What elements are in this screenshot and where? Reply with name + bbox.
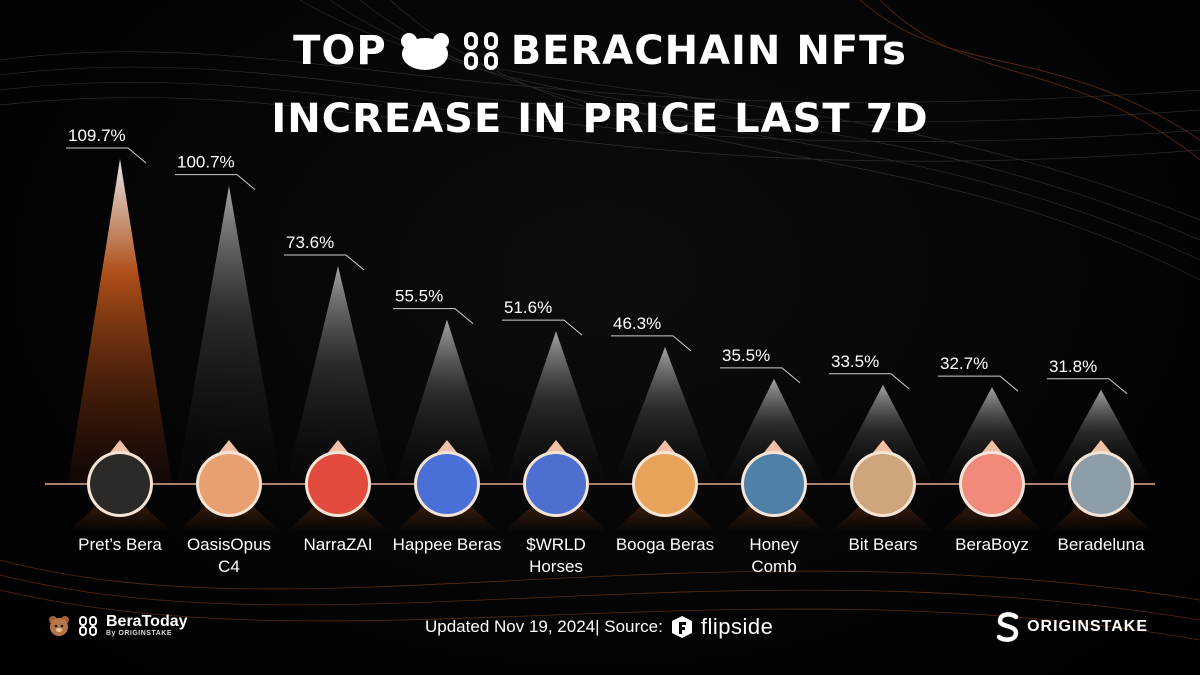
- bear-icon: [400, 33, 449, 70]
- avatar-2: [199, 454, 259, 514]
- category-label-2: OasisOpus C4: [169, 534, 289, 578]
- value-label-8: 33.5%: [831, 352, 879, 371]
- category-label-line: Pret’s Bera: [78, 535, 162, 554]
- bar-10: [1049, 389, 1153, 484]
- value-leader-3: [284, 254, 365, 271]
- category-label-line: OasisOpus: [186, 535, 272, 554]
- bar-7: [722, 378, 826, 484]
- value-leader-10: [1047, 378, 1128, 395]
- beratoday-logo: BeraToday By ORIGINSTAKE: [48, 614, 188, 637]
- source-name: flipside: [700, 614, 774, 639]
- page-subtitle: INCREASE IN PRICE LAST 7D: [271, 96, 929, 142]
- category-label-line: Horses: [529, 557, 583, 576]
- value-leader-4: [393, 308, 474, 324]
- category-label-line: BeraBoyz: [955, 535, 1029, 554]
- brand-name: BeraToday: [106, 613, 188, 630]
- avatar-5: [526, 454, 586, 514]
- value-label-7: 35.5%: [722, 346, 770, 365]
- title-suffix: BERACHAIN NFTs: [510, 28, 907, 74]
- originstake-s-icon: [996, 612, 1019, 642]
- bar-3: [286, 265, 390, 484]
- category-label-8: Bit Bears: [823, 534, 943, 556]
- value-label-9: 32.7%: [940, 354, 988, 373]
- value-label-5: 51.6%: [504, 298, 552, 317]
- source-note: Updated Nov 19, 2024| Source: flipside: [425, 614, 773, 640]
- category-label-line: C4: [218, 557, 240, 576]
- bar-8: [831, 384, 935, 484]
- value-leader-2: [175, 174, 256, 191]
- avatar-1: [90, 454, 150, 514]
- value-leader-1: [66, 147, 147, 164]
- value-label-6: 46.3%: [613, 314, 661, 333]
- title-prefix: TOP: [293, 28, 387, 74]
- value-label-4: 55.5%: [395, 287, 443, 306]
- value-leader-6: [611, 335, 692, 352]
- avatar-3: [308, 454, 368, 514]
- category-label-line: Comb: [751, 557, 797, 576]
- category-label-line: Bit Bears: [848, 535, 918, 554]
- category-label-line: Happee Beras: [392, 535, 502, 554]
- category-label-line: Honey: [749, 535, 799, 554]
- flipside-logo-icon: [671, 616, 692, 638]
- chain-link-icon: [79, 615, 97, 636]
- avatar-10: [1071, 454, 1131, 514]
- bar-1: [68, 159, 172, 484]
- value-leader-8: [829, 373, 910, 390]
- value-label-1: 109.7%: [68, 126, 126, 145]
- value-leader-9: [938, 375, 1019, 392]
- page-title: TOP BERACHAIN NFTs: [0, 28, 1200, 74]
- category-label-10: Beradeluna: [1041, 534, 1161, 556]
- value-label-10: 31.8%: [1049, 357, 1097, 376]
- category-label-3: NarraZAI: [278, 534, 398, 556]
- bar-6: [613, 346, 717, 484]
- category-label-line: $WRLD: [526, 535, 586, 554]
- category-label-line: Beradeluna: [1057, 535, 1145, 554]
- category-label-9: BeraBoyz: [932, 534, 1052, 556]
- bar-5: [504, 331, 608, 484]
- partner-name: ORIGINSTAKE: [1027, 618, 1148, 635]
- bar-2: [177, 185, 281, 484]
- category-label-4: Happee Beras: [387, 534, 507, 556]
- category-label-line: Booga Beras: [615, 535, 715, 554]
- category-label-5: $WRLD Horses: [496, 534, 616, 578]
- bear-face-icon: [49, 615, 69, 636]
- category-label-line: NarraZAI: [303, 535, 373, 554]
- avatar-8: [853, 454, 913, 514]
- value-label-3: 73.6%: [286, 233, 334, 252]
- category-label-7: Honey Comb: [714, 534, 834, 578]
- bar-4: [395, 319, 499, 484]
- updated-text: Updated Nov 19, 2024| Source:: [425, 617, 663, 636]
- bar-9: [940, 387, 1044, 484]
- value-leader-7: [720, 367, 801, 384]
- avatar-9: [962, 454, 1022, 514]
- value-label-2: 100.7%: [177, 153, 235, 172]
- brand-sub: By ORIGINSTAKE: [106, 630, 172, 637]
- category-label-6: Booga Beras: [605, 534, 725, 556]
- avatar-7: [744, 454, 804, 514]
- chain-link-icon: [463, 32, 498, 70]
- value-leader-5: [502, 319, 583, 336]
- originstake-logo: ORIGINSTAKE: [995, 612, 1148, 642]
- category-label-1: Pret’s Bera: [60, 534, 180, 556]
- avatar-4: [417, 454, 477, 514]
- avatar-6: [635, 454, 695, 514]
